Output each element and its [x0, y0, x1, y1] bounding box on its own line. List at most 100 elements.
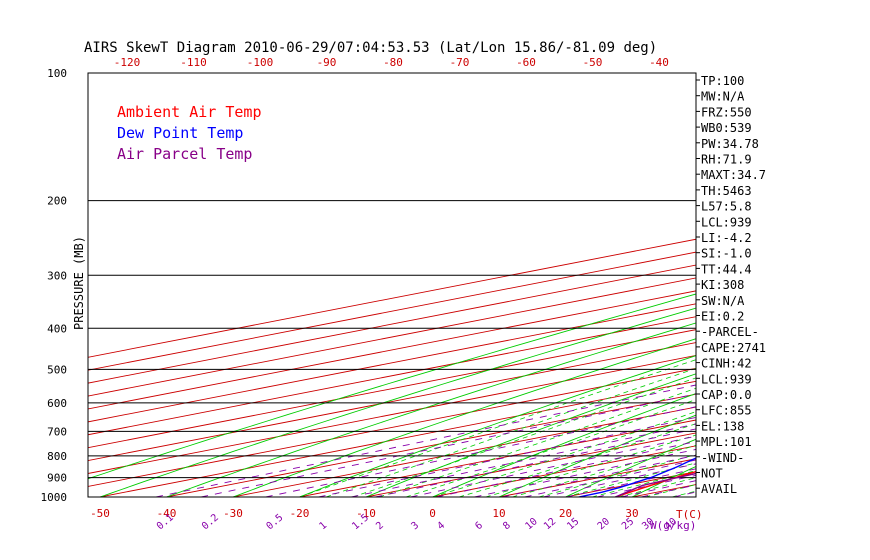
index-label: PW:34.78 — [701, 137, 759, 151]
isotherm-line — [88, 277, 696, 397]
isotherm-line — [365, 432, 696, 497]
dry-adiabat-line — [365, 373, 696, 497]
isotherm-line — [88, 238, 696, 358]
bottom-temp-tick-label: 30 — [625, 507, 638, 520]
top-temp-tick-label: -40 — [649, 56, 669, 69]
index-label: AVAIL — [701, 482, 737, 496]
index-label: L57:5.8 — [701, 200, 752, 214]
isotherm-line — [432, 445, 696, 497]
index-label: TH:5463 — [701, 184, 752, 198]
index-label: EI:0.2 — [701, 310, 744, 324]
mixing-ratio-tick-label: 6 — [473, 520, 485, 532]
bottom-temp-tick-label: 10 — [492, 507, 505, 520]
index-label: EL:138 — [701, 419, 744, 433]
y-axis-label: PRESSURE (MB) — [72, 236, 86, 330]
moist-adiabat-line — [352, 377, 696, 497]
isotherm-line — [88, 342, 696, 462]
legend-ambient-air-temp: Ambient Air Temp — [117, 103, 262, 121]
mixing-ratio-tick-label: 2 — [374, 520, 386, 532]
index-label: NOT — [701, 467, 723, 481]
mixing-ratio-tick-label: 1 — [317, 520, 329, 532]
isotherm-line — [88, 367, 696, 487]
mixing-ratio-tick-label: 3 — [410, 520, 422, 532]
index-label: CAPE:2741 — [701, 341, 766, 355]
top-temp-tick-label: -70 — [450, 56, 470, 69]
bottom-temp-tick-label: -40 — [157, 507, 177, 520]
index-label: RH:71.9 — [701, 153, 752, 167]
mixing-ratio-tick-label: 10 — [523, 516, 539, 532]
dry-adiabat-line — [299, 355, 696, 497]
bottom-temp-tick-label: -50 — [90, 507, 110, 520]
dry-adiabat-line — [88, 293, 696, 480]
bottom-temp-tick-label: 20 — [559, 507, 572, 520]
mixing-ratio-tick-label: 0.2 — [200, 512, 221, 532]
legend-air-parcel-temp: Air Parcel Temp — [117, 145, 252, 163]
top-temp-tick-label: -60 — [516, 56, 536, 69]
moist-adiabat-line — [485, 434, 696, 497]
top-temp-tick-label: -110 — [180, 56, 207, 69]
index-label: SI:-1.0 — [701, 247, 752, 261]
index-label: MW:N/A — [701, 90, 745, 104]
index-label: -PARCEL- — [701, 325, 759, 339]
dry-adiabat-line — [99, 307, 696, 497]
mixing-ratio-tick-label: 4 — [435, 520, 447, 532]
index-label: TP:100 — [701, 74, 744, 88]
index-label: LFC:855 — [701, 404, 752, 418]
index-label: KI:308 — [701, 278, 744, 292]
pressure-tick-label: 1000 — [41, 491, 68, 504]
index-label: SW:N/A — [701, 294, 745, 308]
pressure-tick-label: 500 — [47, 363, 67, 376]
pressure-tick-label: 600 — [47, 397, 67, 410]
moist-adiabat-line — [565, 462, 696, 497]
isotherm-line — [88, 329, 696, 449]
index-label: LCL:939 — [701, 372, 752, 386]
legend: Ambient Air Temp Dew Point Temp Air Parc… — [117, 103, 262, 163]
plot-frame — [87, 72, 697, 498]
pressure-tick-label: 400 — [47, 322, 67, 335]
mixing-ratio-tick-label: 12 — [542, 516, 558, 532]
index-label: TT:44.4 — [701, 262, 752, 276]
moist-adiabat-line — [325, 367, 696, 497]
isotherm-line — [832, 73, 870, 497]
isotherm-line — [99, 380, 696, 497]
pressure-tick-label: 900 — [47, 472, 67, 485]
top-temp-tick-label: -50 — [583, 56, 603, 69]
dry-adiabat-line — [432, 393, 696, 497]
legend-dew-point-temp: Dew Point Temp — [117, 124, 243, 142]
index-label: CINH:42 — [701, 357, 752, 371]
isotherm-line — [88, 264, 696, 384]
pressure-tick-label: 200 — [47, 195, 67, 208]
dry-adiabat-line — [232, 338, 696, 497]
dry-adiabat-line — [832, 73, 870, 497]
moist-adiabat-line — [379, 387, 696, 497]
moist-adiabat-line — [405, 399, 696, 497]
index-label: CAP:0.0 — [701, 388, 752, 402]
mixing-ratio-unit-label: W(g/kg) — [650, 519, 696, 532]
index-label: -WIND- — [701, 451, 744, 465]
dry-adiabat-line — [765, 73, 870, 497]
index-label: LCL:939 — [701, 215, 752, 229]
pressure-tick-label: 100 — [47, 67, 67, 80]
top-temp-tick-label: -100 — [247, 56, 274, 69]
bottom-temp-tick-label: 0 — [429, 507, 436, 520]
temperature-tick-labels: -50 -40 -30 -20 -10 0 10 20 30-120 -110 -100 -90 -80… — [90, 56, 679, 532]
profile-lines — [578, 457, 696, 497]
index-label: WB0:539 — [701, 121, 752, 135]
index-label: LI:-4.2 — [701, 231, 752, 245]
bottom-temp-tick-label: -20 — [290, 507, 310, 520]
moist-adiabat-line — [299, 359, 696, 497]
mixing-ratio-line — [375, 428, 696, 497]
isotherm-line — [765, 73, 870, 497]
dry-adiabat-line — [631, 465, 696, 497]
moist-adiabat-line — [458, 423, 696, 497]
mixing-ratio-tick-label: 20 — [596, 516, 612, 532]
mixing-ratio-line — [265, 406, 696, 497]
top-temp-tick-label: -120 — [114, 56, 141, 69]
isotherm-line — [498, 458, 696, 497]
index-label: MAXT:34.7 — [701, 168, 766, 182]
index-label: FRZ:550 — [701, 105, 752, 119]
isotherm-line — [299, 419, 696, 497]
bottom-temp-tick-label: -10 — [356, 507, 376, 520]
dew-point-temp-line — [578, 457, 696, 497]
